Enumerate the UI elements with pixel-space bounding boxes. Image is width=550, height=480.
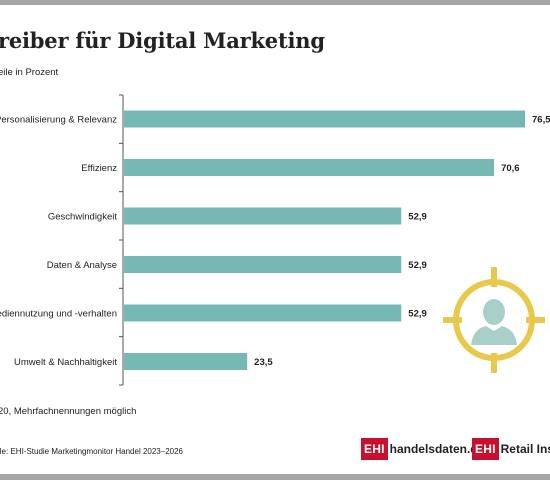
value-label: 52,9 xyxy=(408,260,427,271)
value-label: 23,5 xyxy=(254,357,273,368)
value-label: 52,9 xyxy=(408,309,427,320)
category-label: Personalisierung & Relevanz xyxy=(0,115,117,126)
source-note: lle: EHI-Studie Marketingmonitor Handel … xyxy=(0,447,183,456)
chart-subtitle: eile in Prozent xyxy=(0,67,59,78)
logo-text: handelsdaten.de xyxy=(389,442,485,456)
bar xyxy=(124,159,495,176)
category-label: Geschwindigkeit xyxy=(48,212,118,223)
ehi-badge: EHI xyxy=(361,438,388,460)
bar xyxy=(124,304,402,322)
value-label: 76,5 xyxy=(532,115,550,126)
value-label: 52,9 xyxy=(408,212,427,223)
top-band xyxy=(0,0,550,5)
bar-chart: Personalisierung & Relevanz 76,5 Effizienz… xyxy=(0,94,550,386)
bar xyxy=(124,256,402,273)
category-label: Umwelt & Nachhaltigkeit xyxy=(14,357,117,368)
bar xyxy=(124,353,248,370)
value-label: 70,6 xyxy=(501,163,520,174)
retail-institute-logo[interactable]: EHI Retail Institu xyxy=(472,437,550,461)
bar xyxy=(124,207,402,225)
bar xyxy=(124,110,525,128)
target-person-icon xyxy=(443,267,545,373)
chart-title: reiber für Digital Marketing xyxy=(0,28,325,53)
handelsdaten-logo[interactable]: EHI handelsdaten.de xyxy=(361,437,484,461)
category-label: Mediennutzung und -verhalten xyxy=(0,309,117,320)
category-label: Effizienz xyxy=(81,163,117,174)
category-label: Daten & Analyse xyxy=(47,260,117,271)
logo-text: Retail Institu xyxy=(500,442,550,456)
footnote: 20, Mehrfachnennungen möglich xyxy=(0,406,137,417)
bottom-band xyxy=(0,474,550,480)
ehi-badge: EHI xyxy=(472,438,499,460)
